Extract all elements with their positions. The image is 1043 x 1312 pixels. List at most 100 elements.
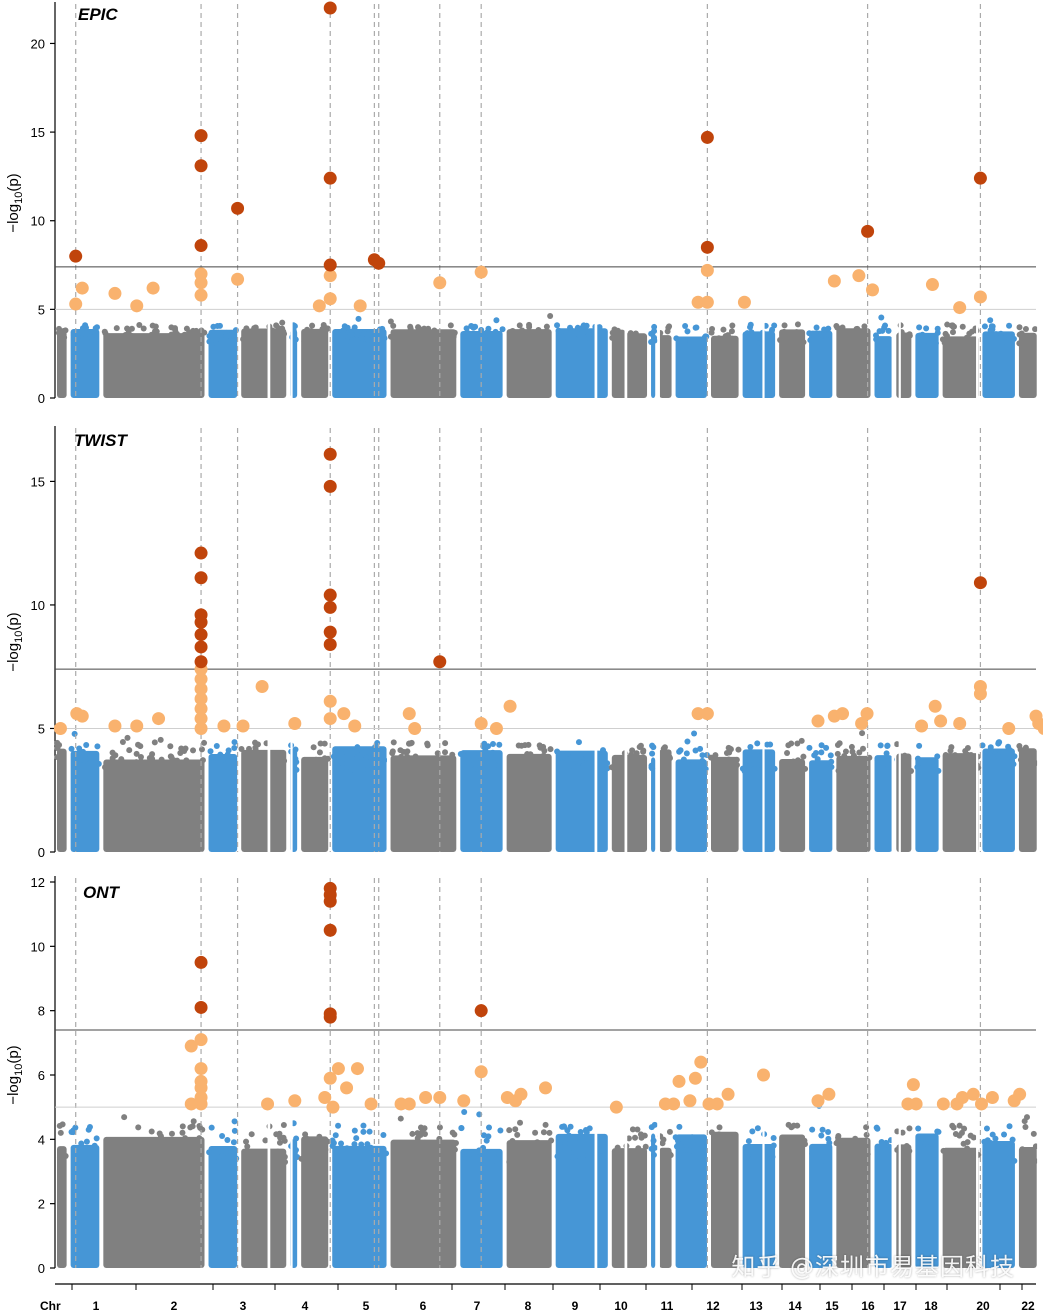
snp-point bbox=[885, 764, 892, 771]
significant-point bbox=[194, 955, 208, 969]
snp-point bbox=[362, 746, 369, 753]
snp-point bbox=[376, 326, 383, 333]
snp-point bbox=[1009, 1136, 1016, 1143]
suggestive-point bbox=[348, 719, 362, 733]
snp-point bbox=[923, 325, 930, 332]
chromosome-band bbox=[611, 754, 648, 852]
snp-point bbox=[60, 1150, 67, 1157]
snp-point bbox=[728, 335, 735, 342]
snp-point bbox=[970, 1134, 977, 1141]
snp-point bbox=[993, 331, 1000, 338]
snp-point bbox=[451, 1131, 458, 1138]
snp-point bbox=[770, 1142, 777, 1149]
snp-point bbox=[319, 1137, 326, 1144]
snp-point bbox=[310, 744, 317, 751]
y-tick-label: 6 bbox=[38, 1068, 45, 1083]
snp-point bbox=[61, 334, 68, 341]
snp-point bbox=[800, 339, 807, 346]
snp-point bbox=[934, 329, 941, 336]
snp-point bbox=[438, 332, 445, 339]
suggestive-point bbox=[194, 692, 208, 706]
snp-point bbox=[179, 1123, 186, 1130]
snp-point bbox=[834, 750, 841, 757]
snp-point bbox=[292, 746, 299, 753]
snp-point bbox=[580, 1152, 587, 1159]
snp-point bbox=[765, 340, 772, 347]
snp-point bbox=[884, 1147, 891, 1154]
snp-point bbox=[208, 1124, 215, 1131]
snp-point bbox=[965, 751, 972, 758]
chromosome-band bbox=[208, 754, 238, 852]
snp-point bbox=[731, 1146, 738, 1153]
snp-point bbox=[627, 762, 634, 769]
chromosome-gap bbox=[898, 882, 901, 1270]
snp-point bbox=[257, 764, 264, 771]
snp-point bbox=[914, 755, 921, 762]
snp-point bbox=[928, 758, 935, 765]
snp-point bbox=[85, 1126, 92, 1133]
snp-point bbox=[542, 759, 549, 766]
snp-point bbox=[596, 1146, 603, 1153]
snp-point bbox=[1023, 751, 1030, 758]
suggestive-point bbox=[326, 1100, 340, 1114]
significant-point bbox=[323, 923, 337, 937]
snp-point bbox=[577, 753, 584, 760]
snp-point bbox=[1010, 761, 1017, 768]
suggestive-point bbox=[503, 699, 517, 713]
snp-point bbox=[733, 761, 740, 768]
snp-point bbox=[351, 1127, 358, 1134]
snp-point bbox=[859, 1139, 866, 1146]
snp-point bbox=[678, 1143, 685, 1150]
snp-point bbox=[167, 743, 174, 750]
chromosome-band bbox=[241, 328, 287, 398]
snp-point bbox=[412, 753, 419, 760]
snp-point bbox=[1001, 1131, 1008, 1138]
y-axis-label: −log10(p) bbox=[5, 612, 25, 671]
snp-point bbox=[424, 763, 431, 770]
snp-point bbox=[576, 758, 583, 765]
snp-point bbox=[667, 1152, 674, 1159]
snp-point bbox=[230, 1139, 237, 1146]
snp-point bbox=[144, 761, 151, 768]
chromosome-band bbox=[874, 1143, 893, 1268]
snp-point bbox=[684, 738, 691, 745]
snp-point bbox=[126, 747, 133, 754]
snp-point bbox=[518, 1142, 525, 1149]
chromosome-gap bbox=[898, 8, 901, 400]
chromosome-band bbox=[103, 759, 205, 852]
snp-point bbox=[191, 762, 198, 769]
snp-point bbox=[436, 1135, 443, 1142]
chromosome-band bbox=[208, 329, 238, 398]
snp-point bbox=[153, 328, 160, 335]
chromosome-band bbox=[1018, 1146, 1037, 1268]
snp-point bbox=[983, 1125, 990, 1132]
suggestive-point bbox=[514, 1087, 528, 1101]
snp-point bbox=[676, 748, 683, 755]
chromosome-label: 2 bbox=[171, 1299, 178, 1312]
snp-point bbox=[680, 756, 687, 763]
snp-point bbox=[182, 1135, 189, 1142]
snp-point bbox=[54, 745, 61, 752]
snp-point bbox=[485, 1133, 492, 1140]
snp-point bbox=[80, 748, 87, 755]
y-axis-label: −log10(p) bbox=[5, 1045, 25, 1104]
snp-point bbox=[676, 1123, 683, 1130]
snp-point bbox=[942, 751, 949, 758]
snp-point bbox=[83, 742, 90, 749]
snp-point bbox=[1022, 744, 1029, 751]
snp-point bbox=[839, 1144, 846, 1151]
suggestive-point bbox=[934, 714, 948, 728]
snp-point bbox=[916, 324, 923, 331]
chromosome-label: 10 bbox=[614, 1299, 628, 1312]
snp-point bbox=[648, 764, 655, 771]
snp-point bbox=[427, 1146, 434, 1153]
snp-point bbox=[956, 1132, 963, 1139]
snp-point bbox=[640, 748, 647, 755]
snp-point bbox=[540, 743, 547, 750]
snp-point bbox=[1027, 336, 1034, 343]
snp-point bbox=[987, 317, 994, 324]
snp-point bbox=[210, 759, 217, 766]
suggestive-point bbox=[928, 699, 942, 713]
snp-point bbox=[521, 1151, 528, 1158]
snp-point bbox=[174, 757, 181, 764]
